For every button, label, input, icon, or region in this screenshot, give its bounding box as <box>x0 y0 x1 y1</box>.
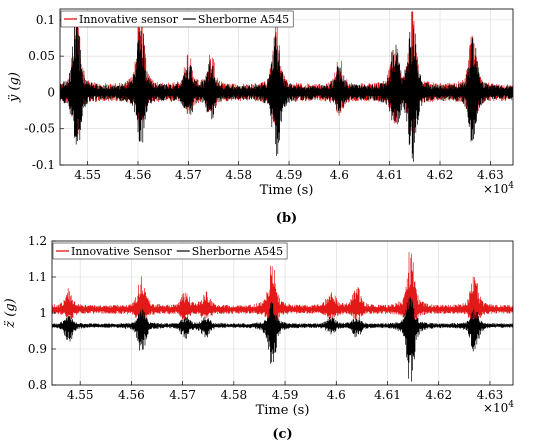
x-tick-label: 4.61 <box>376 168 403 182</box>
x-tick-label: 4.61 <box>374 388 401 402</box>
series-trace-innovative <box>52 252 513 336</box>
x-tick-label: 4.58 <box>225 168 252 182</box>
chart-c: 4.55 4.56 4.57 4.58 4.59 4.6 4.61 4.62 4.63 0.8 0.… <box>3 234 514 442</box>
y-tick-label: 0 <box>47 85 55 99</box>
plot-area <box>60 11 513 162</box>
x-tick-label: 4.58 <box>220 388 247 402</box>
y-tick-label: 1.2 <box>28 234 47 248</box>
x-tick-label: 4.6 <box>330 168 349 182</box>
y-tick-label: 0.9 <box>28 342 47 356</box>
x-axis-exponent: ×104 <box>483 400 514 415</box>
x-axis-exponent-power: 4 <box>508 400 514 410</box>
x-tick-label: 4.56 <box>118 388 145 402</box>
legend-entry: Innovative sensor <box>79 13 179 26</box>
x-tick-label: 4.59 <box>272 388 299 402</box>
x-tick-label: 4.55 <box>67 388 94 402</box>
y-tick-label: 1 <box>39 306 47 320</box>
x-tick-label: 4.55 <box>74 168 101 182</box>
x-tick-label: 4.57 <box>175 168 202 182</box>
x-axis-label: Time (s) <box>256 403 310 418</box>
chart-b: 4.55 4.56 4.57 4.58 4.59 4.6 4.61 4.62 4.63 -0.1 -… <box>7 8 514 226</box>
x-tick-label: 4.56 <box>125 168 152 182</box>
legend: Innovative Sensor Sherborne A545 <box>52 242 288 260</box>
x-tick-label: 4.63 <box>477 168 504 182</box>
y-axis-label: ÿ (g) <box>7 72 22 103</box>
figure-caption: (c) <box>272 427 292 442</box>
axes-frame <box>59 8 514 166</box>
y-tick-label: 0.05 <box>28 49 55 63</box>
y-tick-label: 0.1 <box>36 13 55 27</box>
x-axis-label: Time (s) <box>260 183 314 198</box>
legend-entry: Innovative Sensor <box>71 245 172 258</box>
y-tick-label: -0.1 <box>32 158 55 172</box>
legend-entry: Sherborne A545 <box>192 245 283 258</box>
legend-box <box>60 10 294 28</box>
y-axis-label: z̈ (g) <box>3 298 18 328</box>
x-axis-exponent-power: 4 <box>508 181 514 191</box>
figure-caption: (b) <box>276 211 297 226</box>
plot-area <box>52 252 513 382</box>
legend-entry: Sherborne A545 <box>198 13 289 26</box>
x-axis-exponent: ×104 <box>483 181 514 196</box>
y-tick-label: -0.05 <box>24 122 55 136</box>
legend: Innovative sensor Sherborne A545 <box>60 10 294 28</box>
y-tick-label: 1.1 <box>28 270 47 284</box>
series-trace-sherborne <box>52 296 513 382</box>
series-trace-innovative <box>60 11 513 135</box>
x-tick-label: 4.63 <box>477 388 504 402</box>
y-tick-label: 0.8 <box>28 378 47 392</box>
legend-box <box>52 242 288 260</box>
series-trace-sherborne <box>60 18 513 162</box>
x-tick-label: 4.6 <box>327 388 346 402</box>
x-tick-label: 4.62 <box>425 388 452 402</box>
x-tick-label: 4.62 <box>427 168 454 182</box>
x-tick-label: 4.59 <box>276 168 303 182</box>
x-tick-label: 4.57 <box>169 388 196 402</box>
